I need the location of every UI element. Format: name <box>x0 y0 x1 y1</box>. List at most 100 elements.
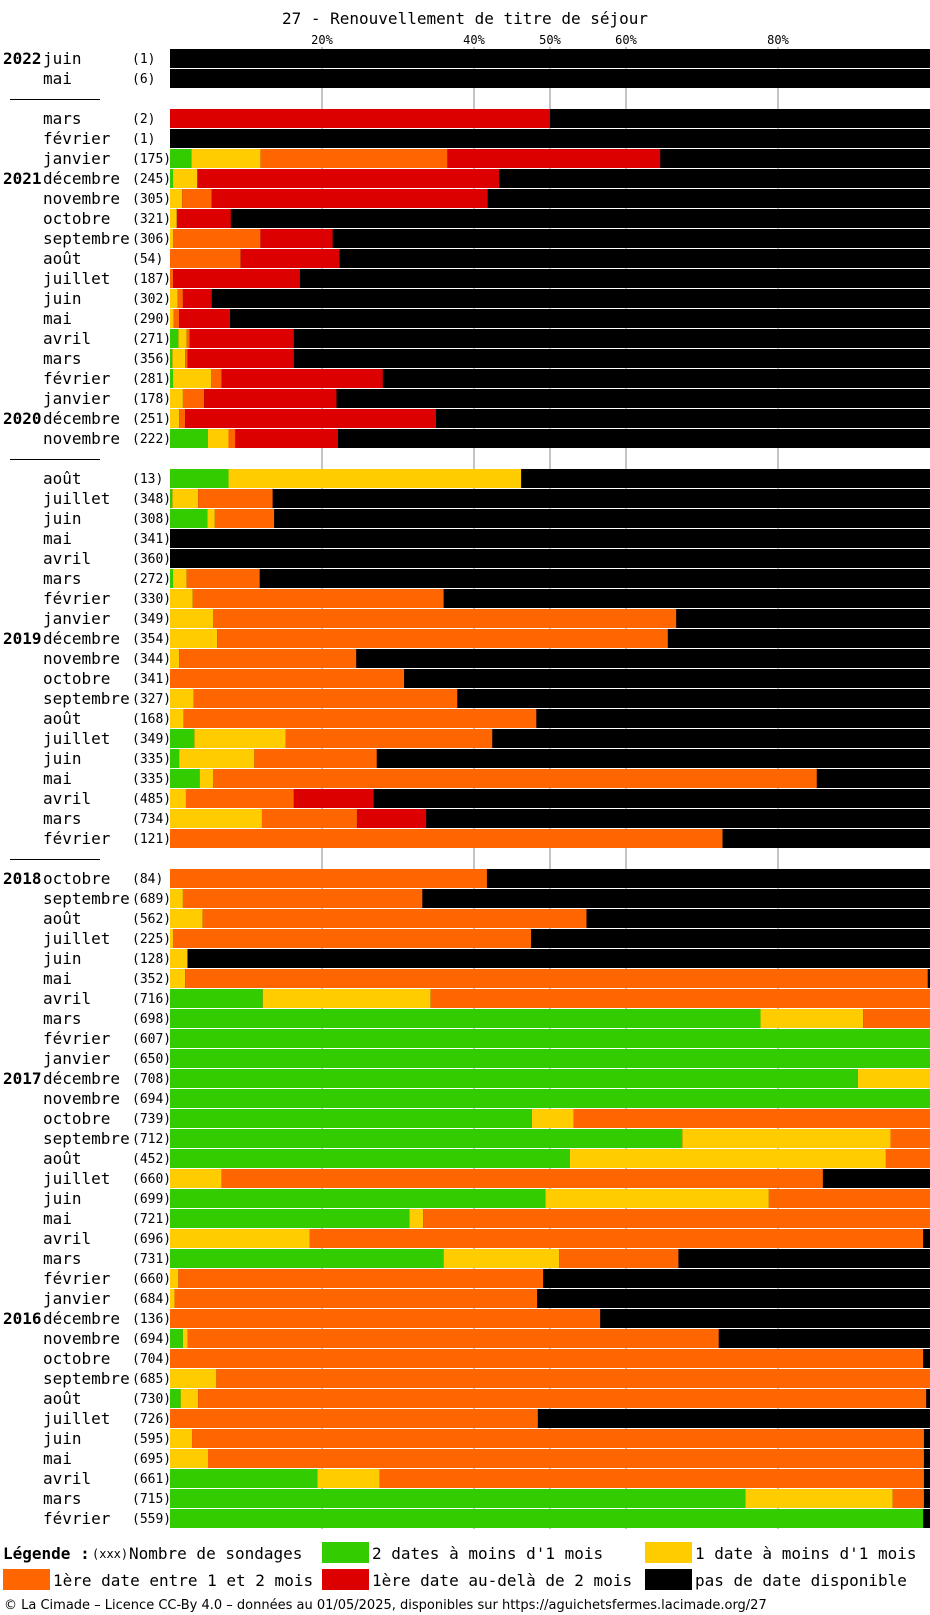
sample-count: (335) <box>132 752 171 767</box>
month-label: novembre <box>43 429 120 448</box>
bar-row <box>170 1489 930 1508</box>
month-label: juin <box>43 1189 82 1208</box>
month-label: avril <box>43 789 91 808</box>
sample-count: (699) <box>132 1192 171 1207</box>
sample-count: (485) <box>132 792 171 807</box>
bar-segment-yellow <box>173 569 187 588</box>
month-label: juillet <box>43 269 110 288</box>
bar-row <box>170 409 930 428</box>
month-label: mars <box>43 569 82 588</box>
bar-segment-orange <box>863 1009 930 1028</box>
sample-count: (716) <box>132 992 171 1007</box>
sample-count: (352) <box>132 972 171 987</box>
bar-segment-green <box>170 1149 570 1168</box>
bar-row <box>170 1089 930 1108</box>
year-label: 2017 <box>3 1069 42 1088</box>
legend-label-green: 2 dates à moins d'1 mois <box>372 1544 603 1563</box>
bar-segment-no-date <box>170 429 930 448</box>
bar-segment-yellow <box>170 1369 217 1388</box>
bar-segment-no-date <box>170 129 930 148</box>
bar-row <box>170 309 930 328</box>
month-label: décembre <box>43 409 120 428</box>
sample-count: (321) <box>132 212 171 227</box>
sample-count: (694) <box>132 1092 171 1107</box>
month-label: janvier <box>43 389 111 408</box>
bar-segment-yellow <box>170 629 218 648</box>
bar-row <box>170 329 930 348</box>
bar-row <box>170 749 930 768</box>
month-label: mai <box>43 769 72 788</box>
sample-count: (344) <box>132 652 171 667</box>
bar-segment-yellow <box>170 929 174 948</box>
bar-segment-yellow <box>569 1149 886 1168</box>
bar-segment-orange <box>260 149 448 168</box>
month-label: septembre <box>43 889 130 908</box>
bar-segment-orange <box>254 749 377 768</box>
x-tick-label: 80% <box>767 33 789 47</box>
bar-segment-yellow <box>178 329 187 348</box>
bar-segment-green <box>170 429 208 448</box>
month-label: décembre <box>43 169 120 188</box>
bar-segment-green <box>170 489 173 508</box>
sample-count: (136) <box>132 1312 171 1327</box>
bar-segment-orange <box>179 649 357 668</box>
bar-segment-yellow <box>170 649 180 668</box>
bar-row <box>170 129 930 148</box>
bar-segment-orange <box>217 629 668 648</box>
bar-segment-orange <box>170 269 174 288</box>
sample-count: (308) <box>132 512 171 527</box>
bar-segment-yellow <box>745 1489 893 1508</box>
bar-segment-orange <box>198 1389 927 1408</box>
sample-count: (6) <box>132 72 155 87</box>
bar-segment-yellow <box>170 209 177 228</box>
bar-segment-orange <box>170 1409 538 1428</box>
bar-row <box>170 1429 930 1448</box>
month-label: janvier <box>43 149 111 168</box>
bar-row <box>170 889 930 908</box>
bar-segment-green <box>170 1049 930 1068</box>
bar-row <box>170 709 930 728</box>
bar-segment-yellow <box>170 909 203 928</box>
bar-segment-yellow <box>682 1129 891 1148</box>
bar-row <box>170 429 930 448</box>
sample-count: (1) <box>132 132 155 147</box>
sample-count: (13) <box>132 472 163 487</box>
bar-row <box>170 1129 930 1148</box>
bar-segment-orange <box>179 409 186 428</box>
bar-segment-red <box>235 429 338 448</box>
sample-count: (607) <box>132 1032 171 1047</box>
month-label: octobre <box>43 1349 110 1368</box>
sample-count: (562) <box>132 912 171 927</box>
bar-row <box>170 869 930 888</box>
bar-segment-red <box>185 409 436 428</box>
legend-label-orange: 1ère date entre 1 et 2 mois <box>53 1571 313 1590</box>
month-label: août <box>43 469 82 488</box>
bar-row <box>170 249 930 268</box>
bar-row <box>170 589 930 608</box>
bar-row <box>170 169 930 188</box>
bar-segment-no-date <box>170 289 930 308</box>
bar-segment-yellow <box>207 509 215 528</box>
sample-count: (715) <box>132 1492 171 1507</box>
bar-segment-red <box>293 789 374 808</box>
sample-count: (684) <box>132 1292 171 1307</box>
bar-segment-red <box>187 349 294 368</box>
bar-segment-orange <box>430 989 930 1008</box>
legend-title: Légende : <box>3 1544 90 1563</box>
month-label: octobre <box>43 669 110 688</box>
legend-swatch-black <box>645 1569 692 1590</box>
bar-row <box>170 1149 930 1168</box>
bar-segment-yellow <box>172 349 186 368</box>
sample-count: (696) <box>132 1232 171 1247</box>
bar-segment-green <box>170 169 174 188</box>
sample-count: (121) <box>132 832 171 847</box>
sample-count: (698) <box>132 1012 171 1027</box>
bar-row <box>170 389 930 408</box>
bar-segment-orange <box>185 789 294 808</box>
month-label: juin <box>43 1429 82 1448</box>
sample-count: (356) <box>132 352 171 367</box>
bar-segment-no-date <box>170 529 930 548</box>
sample-count: (306) <box>132 232 171 247</box>
month-label: juin <box>43 289 82 308</box>
